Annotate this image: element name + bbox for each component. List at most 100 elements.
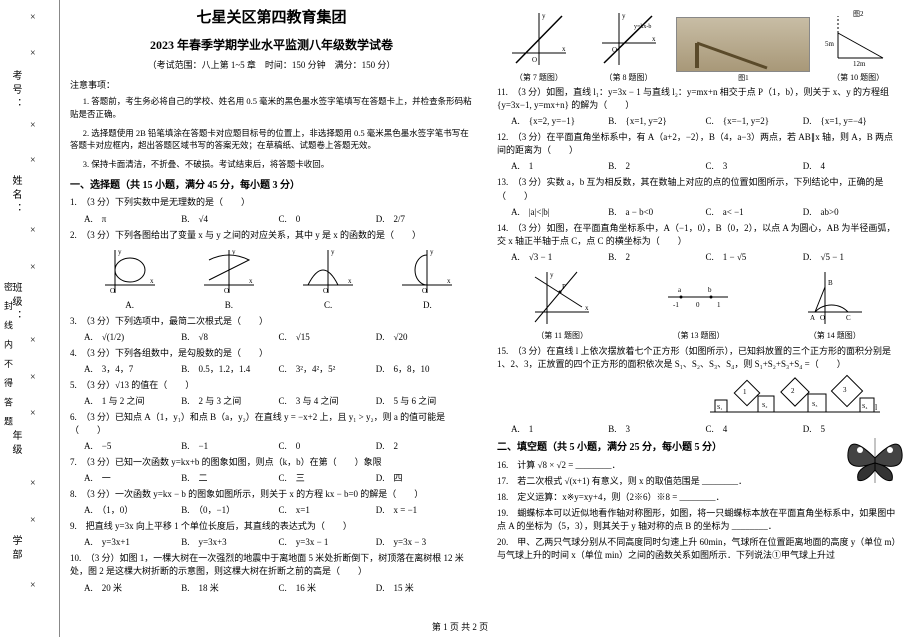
notice-item: 2. 选择题使用 2B 铅笔填涂在答题卡对应题目标号的位置上，非选择题用 0.5… [70,127,473,153]
opt: D. 2 [376,440,473,453]
opt: B. 3 [608,423,705,436]
binding-margin: × × 考号： × × 姓名： × × 密 封 线 内 不 得 答 题 班级： … [0,0,60,637]
opt: B. 0.5，1.2，1.4 [181,363,278,376]
q8-figure: xyy=kx-bO [594,8,664,68]
q14-stem: 14. （3 分）如图，在平面直角坐标系中，A（−1，0），B（0，2），以点 … [497,222,900,248]
subtitle: 2023 年春季学期学业水平监测八年级数学试卷 [70,37,473,54]
mid-images-row: Pxy （第 11 题图） ab-101 （第 13 题图） ABCO （第 1… [497,267,900,342]
q11-figure: Pxy [527,267,597,327]
q2-graph-a: xyO [100,245,160,295]
q4-stem: 4. （3 分）下列各组数中，是勾股数的是（ ） [70,347,473,360]
opt: D. 2/7 [376,213,473,226]
svg-text:S₁: S₁ [717,405,722,411]
svg-text:b: b [708,286,712,294]
binding-label: 姓名： [8,175,23,217]
opt: D. 4 [803,160,900,173]
q14-figure: ABCO [800,267,870,327]
svg-text:O: O [820,314,825,322]
binding-x: × [30,48,36,59]
opt: B. a − b<0 [608,206,705,219]
notice-head: 注意事项： [70,79,473,92]
q2-graphs: xyO A. xyO B. xyO C. xyO D. [70,245,473,312]
binding-x: × [30,478,36,489]
opt: A. 一 [84,472,181,485]
svg-text:C: C [846,314,851,322]
svg-text:x: x [562,45,566,53]
exam-meta: （考试范围：八上第 1~5 章 时间：150 分钟 满分：150 分） [70,59,473,72]
svg-text:y: y [118,248,122,256]
opt: A. √(1/2) [84,331,181,344]
opt: A. 1 [511,423,608,436]
top-images-row: xyO （第 7 题图） xyy=kx-bO （第 8 题图） 图1 5m12m… [497,8,900,83]
q1-stem: 1. （3 分）下列实数中是无理数的是（ ） [70,196,473,209]
opt: B. √4 [181,213,278,226]
caption: （第 7 题图） [497,72,581,84]
q10-diagram: 5m12m图2 [823,8,893,68]
svg-text:1: 1 [717,301,721,309]
caption: （第 13 题图） [633,330,763,342]
svg-text:3: 3 [843,386,847,394]
opt: A. −5 [84,440,181,453]
svg-text:O: O [323,287,328,295]
q20: 20. 甲、乙两只气球分别从不同高度同时匀速上升 60min，气球所在位置距离地… [497,536,900,562]
opt: D. 15 米 [376,582,473,595]
svg-text:S₂: S₂ [762,403,767,409]
svg-text:a: a [678,286,682,294]
caption: （第 11 题图） [497,330,627,342]
svg-text:x: x [150,277,154,285]
binding-x: × [30,580,36,591]
page-footer: 第 1 页 共 2 页 [0,620,920,633]
svg-text:-1: -1 [673,301,679,309]
svg-text:y: y [232,248,236,256]
q6-stem: 6. （3 分）已知点 A（1，y₁）和点 B（a，y₂）在直线 y = −x+… [70,411,473,437]
q9-opts: A. y=3x+1 B. y=3x+3 C. y=3x − 1 D. y=3x … [70,536,473,549]
q8-opts: A. （1，0） B. （0，−1） C. x=1 D. x = −1 [70,504,473,517]
binding-label: 班级： [8,282,23,324]
opt: C. 16 米 [279,582,376,595]
q8-stem: 8. （3 分）一次函数 y=kx − b 的图象如图所示，则关于 x 的方程 … [70,488,473,501]
q7-opts: A. 一 B. 二 C. 三 D. 四 [70,472,473,485]
q15-figure-wrap: 123 S₁S₂S₃S₄ l [497,374,900,420]
opt: C. 3²，4²，5² [279,363,376,376]
svg-text:l: l [875,403,878,412]
svg-text:x: x [447,277,451,285]
opt: A. 20 米 [84,582,181,595]
svg-text:O: O [422,287,427,295]
left-column: 七星关区第四教育集团 2023 年春季学期学业水平监测八年级数学试卷 （考试范围… [70,8,473,618]
q2-graph-b: xyO [199,245,259,295]
q10-photo [676,17,810,72]
q3-stem: 3. （3 分）下列选项中，最简二次根式是（ ） [70,315,473,328]
title: 七星关区第四教育集团 [70,8,473,30]
q2-stem: 2. （3 分）下列各图给出了变量 x 与 y 之间的对应关系，其中 y 是 x… [70,229,473,242]
q13-opts: A. |a|<|b| B. a − b<0 C. a< −1 D. ab>0 [497,206,900,219]
opt: C. 1 − √5 [706,251,803,264]
svg-text:x: x [652,35,656,43]
q18: 18. 定义运算：x※y=xy+4，则（2※6）※8 = ________． [497,491,900,504]
svg-text:2: 2 [791,387,795,395]
opt: A. √3 − 1 [511,251,608,264]
svg-text:x: x [348,277,352,285]
opt: A. 3，4，7 [84,363,181,376]
opt: C. 3 与 4 之间 [279,395,376,408]
q15-figure: 123 S₁S₂S₃S₄ l [710,374,880,416]
svg-text:12m: 12m [853,60,866,68]
opt: D. √20 [376,331,473,344]
q6-opts: A. −5 B. −1 C. 0 D. 2 [70,440,473,453]
opt: A. π [84,213,181,226]
q15-stem: 15. （3 分）在直线 l 上依次摆放着七个正方形（如图所示），已知斜放置的三… [497,345,900,371]
q14-opts: A. √3 − 1 B. 2 C. 1 − √5 D. √5 − 1 [497,251,900,264]
binding-label: 考号： [8,70,23,112]
opt: A. （1，0） [84,504,181,517]
svg-text:O: O [532,56,537,64]
svg-text:1: 1 [743,388,747,396]
binding-x: × [30,408,36,419]
opt: C. {x=−1, y=2} [706,115,803,128]
opt-label: D. [382,299,473,312]
svg-text:图2: 图2 [853,10,864,18]
opt: D. 5 与 6 之间 [376,395,473,408]
svg-text:S₃: S₃ [812,402,817,408]
svg-text:A: A [810,314,815,322]
opt: B. √8 [181,331,278,344]
opt: B. 二 [181,472,278,485]
opt: A. y=3x+1 [84,536,181,549]
